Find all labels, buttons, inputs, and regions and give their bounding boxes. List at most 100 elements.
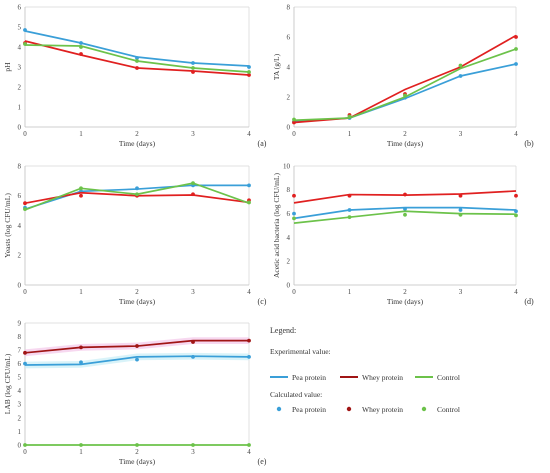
data-point xyxy=(514,47,518,51)
data-point xyxy=(79,443,83,447)
data-point xyxy=(458,212,463,217)
data-point xyxy=(247,354,251,359)
data-point xyxy=(79,186,83,191)
y-tick-label: 5 xyxy=(18,23,22,31)
data-point xyxy=(247,338,251,343)
x-tick-label: 2 xyxy=(403,130,407,138)
x-tick-label: 0 xyxy=(23,448,27,456)
y-tick-label: 4 xyxy=(18,222,22,230)
y-tick-label: 4 xyxy=(287,63,291,71)
data-point xyxy=(514,213,518,218)
legend-calc-item-pea: Pea protein xyxy=(292,405,326,414)
chart-panel-b: 0 2 4 6 8 0 1 2 3 4 Time (days) TA (g/L) (b) xyxy=(272,3,534,148)
data-point xyxy=(403,192,407,197)
data-point xyxy=(23,201,27,206)
y-tick-label: 6 xyxy=(18,3,22,11)
y-axis-label: Yeasts (log CFU/mL) xyxy=(3,193,12,258)
x-tick-label: 2 xyxy=(135,288,139,296)
data-point xyxy=(292,193,296,198)
x-axis-label: Time (days) xyxy=(119,297,156,306)
data-point xyxy=(347,215,352,220)
data-point xyxy=(79,45,83,49)
panel-tag: (c) xyxy=(258,297,267,306)
data-point xyxy=(23,28,27,32)
x-axis-label: Time (days) xyxy=(119,139,156,148)
x-tick-label: 2 xyxy=(135,448,139,456)
data-point xyxy=(191,70,195,74)
data-point xyxy=(292,211,296,216)
data-point xyxy=(403,93,407,98)
x-tick-label: 1 xyxy=(79,288,83,296)
chart-panel-e: 0 1 2 3 4 5 6 7 8 9 0 1 2 3 4 Time (days) LAB (log CFU/m… xyxy=(3,319,267,466)
data-point xyxy=(292,117,296,122)
data-point xyxy=(135,56,139,60)
chart-panel-a: 0 1 2 3 4 5 6 0 1 2 3 4 Time (days) pH (a) xyxy=(3,3,267,148)
y-tick-label: 2 xyxy=(18,252,22,260)
legend-experimental-label: Experimental value: xyxy=(270,347,331,356)
chart-panel-c: 0 2 4 6 8 0 1 2 3 4 Time (days) Yeasts (log CFU/mL)… xyxy=(3,162,267,306)
legend-item-whey: Whey protein xyxy=(362,373,403,382)
data-point xyxy=(514,209,518,214)
y-tick-label: 2 xyxy=(18,83,22,91)
x-axis-label: Time (days) xyxy=(119,457,156,466)
data-point xyxy=(135,443,139,447)
data-point xyxy=(191,340,195,344)
data-point xyxy=(247,65,251,69)
data-point xyxy=(247,70,251,74)
data-point xyxy=(247,73,251,77)
y-tick-label: 8 xyxy=(18,162,22,170)
data-point xyxy=(135,344,139,348)
x-tick-label: 3 xyxy=(459,130,463,138)
y-tick-label: 0 xyxy=(18,281,22,289)
series-line xyxy=(24,355,250,366)
y-tick-label: 3 xyxy=(18,401,22,409)
data-point xyxy=(514,35,518,39)
legend-dot-whey xyxy=(346,406,352,412)
data-point xyxy=(135,186,139,191)
data-point xyxy=(347,193,352,198)
panel-tag: (a) xyxy=(258,139,267,148)
y-axis-label: TA (g/L) xyxy=(272,53,281,80)
y-tick-label: 8 xyxy=(287,3,291,11)
data-point xyxy=(191,192,195,197)
x-tick-label: 0 xyxy=(23,130,27,138)
x-tick-label: 4 xyxy=(514,130,518,138)
data-point xyxy=(191,181,195,186)
x-tick-label: 4 xyxy=(247,130,251,138)
y-tick-label: 6 xyxy=(287,210,291,218)
y-tick-label: 1 xyxy=(18,428,22,436)
x-tick-label: 2 xyxy=(403,288,407,296)
x-tick-label: 1 xyxy=(79,448,83,456)
x-axis-label: Time (days) xyxy=(387,139,424,148)
x-tick-label: 0 xyxy=(292,288,296,296)
data-point xyxy=(191,61,195,65)
y-tick-label: 2 xyxy=(287,93,291,101)
data-point xyxy=(514,193,518,198)
data-point xyxy=(135,357,139,362)
y-tick-label: 9 xyxy=(18,319,22,327)
data-point xyxy=(79,41,83,45)
data-point xyxy=(191,66,195,70)
y-axis-label: Acetic acid bacteria (log CFU/mL) xyxy=(272,173,281,278)
y-axis-label: LAB (log CFU/mL) xyxy=(3,353,12,414)
x-tick-label: 1 xyxy=(348,130,352,138)
y-tick-label: 8 xyxy=(287,186,291,194)
data-point xyxy=(458,63,463,68)
data-point xyxy=(458,193,463,198)
y-tick-label: 4 xyxy=(18,387,22,395)
y-tick-label: 1 xyxy=(18,103,22,111)
x-tick-label: 1 xyxy=(79,130,83,138)
legend-item-control: Control xyxy=(437,373,460,382)
legend-dot-control xyxy=(421,406,427,412)
data-point xyxy=(135,59,139,63)
x-tick-label: 3 xyxy=(191,448,195,456)
y-tick-label: 4 xyxy=(18,43,22,51)
legend-dot-pea xyxy=(276,406,282,412)
y-tick-label: 5 xyxy=(18,374,22,382)
y-tick-label: 6 xyxy=(18,360,22,368)
x-tick-label: 4 xyxy=(247,448,251,456)
data-point xyxy=(23,361,27,366)
series-line xyxy=(293,48,517,122)
series-line xyxy=(293,210,517,224)
chart-panel-d: 0 2 4 6 8 10 0 1 2 3 4 Time (days) Acetic acid bacte… xyxy=(272,162,534,306)
